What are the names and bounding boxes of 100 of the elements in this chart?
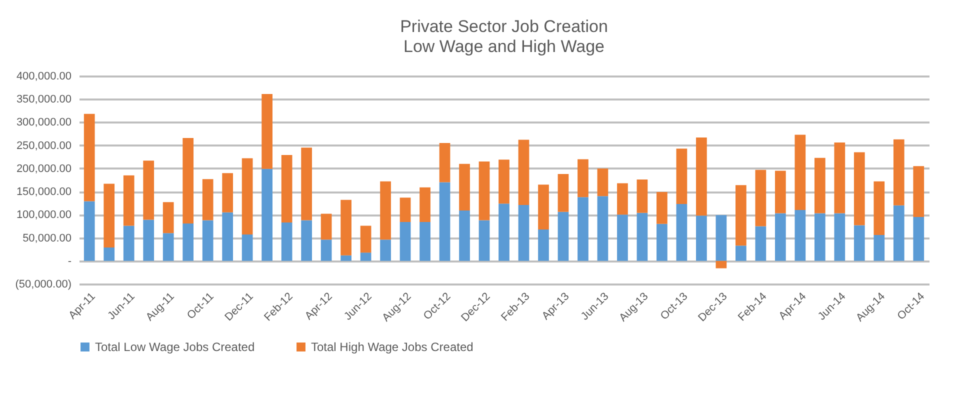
bar: [202, 220, 214, 261]
bar: [597, 196, 608, 261]
bar: [242, 234, 253, 261]
bar: [202, 179, 214, 220]
bar: [578, 159, 588, 198]
bar: [874, 181, 885, 236]
bar: [478, 220, 490, 261]
bar: [380, 181, 391, 240]
bar: [893, 139, 904, 206]
bar: [262, 94, 272, 169]
bar: [439, 143, 450, 182]
bar: [459, 210, 470, 261]
bar: [558, 174, 569, 212]
bar: [518, 204, 530, 261]
bar: [736, 185, 746, 246]
bar: [676, 148, 688, 204]
bar: [854, 152, 865, 226]
bar: [755, 226, 766, 261]
bar: [162, 202, 174, 234]
bar: [380, 240, 391, 261]
bar: [774, 213, 786, 261]
y-tick-label: 150,000.00: [16, 186, 72, 198]
bar: [320, 214, 332, 240]
bar: [104, 247, 115, 261]
bar: [242, 158, 253, 235]
bar: [162, 233, 174, 261]
bar: [400, 198, 411, 222]
bar: [281, 222, 292, 261]
bar: [182, 138, 194, 224]
bar: [636, 180, 648, 213]
bar: [84, 114, 95, 202]
bar: [222, 212, 234, 261]
bar: [656, 192, 668, 224]
y-tick-label: -: [68, 255, 72, 268]
bar: [222, 173, 234, 212]
y-tick-label: 250,000.00: [16, 140, 72, 152]
bar: [281, 155, 292, 223]
y-tick-label: 50,000.00: [22, 232, 72, 244]
bar: [696, 137, 707, 216]
bar: [716, 260, 727, 268]
bar: [360, 226, 372, 253]
chart-subtitle: Low Wage and High Wage: [404, 37, 604, 56]
y-tick-label: 400,000.00: [16, 70, 72, 82]
y-tick-label: 350,000.00: [16, 94, 72, 106]
y-tick-label: 200,000.00: [16, 162, 72, 175]
bar: [854, 225, 865, 261]
bar: [400, 222, 411, 261]
bar: [893, 205, 904, 261]
bar: [794, 210, 806, 261]
bar: [558, 212, 569, 261]
bar: [617, 183, 628, 215]
bar: [636, 212, 648, 261]
bar: [617, 214, 628, 261]
bar: [518, 140, 530, 205]
bar: [814, 158, 826, 214]
bar: [478, 162, 490, 220]
bar: [498, 160, 510, 204]
y-tick-label: 300,000.00: [16, 116, 72, 129]
bar: [913, 216, 924, 261]
bar: [913, 166, 924, 217]
bar: [104, 184, 115, 248]
bar: [774, 170, 786, 214]
bar: [736, 246, 746, 261]
bar: [538, 229, 549, 261]
bar: [794, 134, 806, 210]
y-tick-label: (50,000.00): [15, 278, 72, 290]
bar: [656, 224, 668, 261]
bar: [696, 216, 707, 261]
bar: [420, 187, 430, 222]
bar: [420, 222, 430, 261]
bar: [123, 175, 134, 226]
bar: [301, 220, 312, 261]
bar: [360, 252, 372, 261]
bar: [538, 184, 549, 230]
bar: [498, 204, 510, 261]
bar: [143, 220, 154, 261]
bar: [301, 148, 312, 220]
bar: [874, 235, 885, 261]
bar: [834, 142, 846, 214]
bar: [123, 226, 134, 261]
bar: [716, 215, 727, 261]
bar: [182, 223, 194, 261]
bar: [755, 170, 766, 226]
bar: [597, 168, 608, 196]
legend-label: Total High Wage Jobs Created: [311, 340, 474, 354]
bar: [143, 160, 154, 220]
legend-label: Total Low Wage Jobs Created: [95, 340, 255, 354]
bar: [578, 197, 588, 261]
y-tick-label: 100,000.00: [16, 209, 72, 222]
bar: [320, 240, 332, 261]
chart-title: Private Sector Job Creation: [400, 17, 608, 36]
bar: [340, 255, 352, 261]
bar: [262, 168, 272, 261]
bar: [439, 182, 450, 261]
bar: [84, 201, 95, 261]
bar: [834, 213, 846, 261]
bar: [814, 213, 826, 261]
bar: [676, 204, 688, 261]
bar: [340, 200, 352, 256]
bar: [459, 164, 470, 211]
